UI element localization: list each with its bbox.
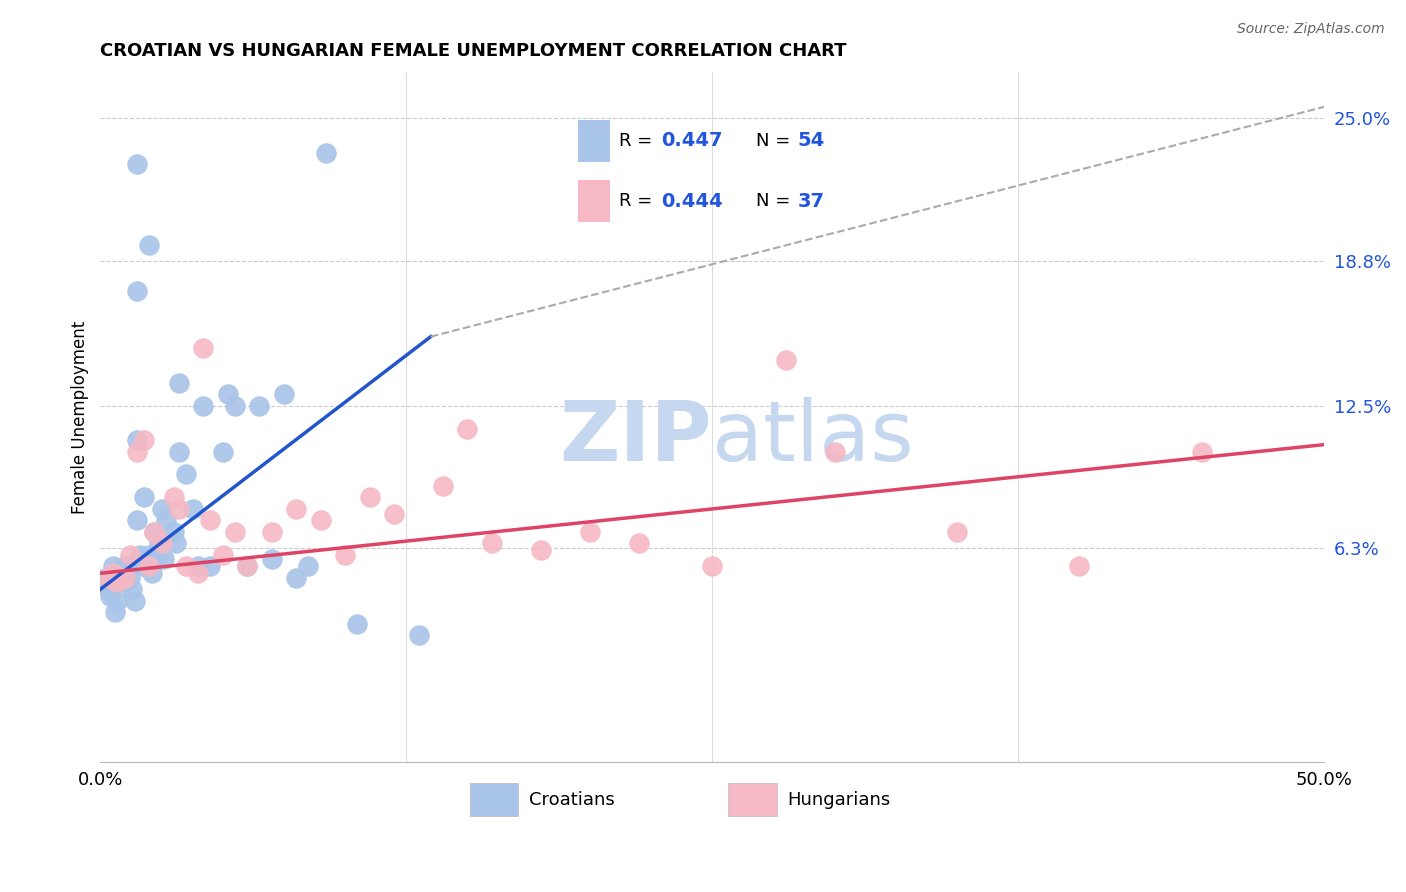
Y-axis label: Female Unemployment: Female Unemployment (72, 320, 89, 514)
Point (315, 145, 337, 160)
Point (309, 513, 332, 527)
Point (155, 513, 177, 527)
Point (224, 399, 246, 413)
Point (167, 502, 190, 516)
Point (297, 559, 319, 574)
Point (134, 433, 156, 447)
Point (481, 536, 503, 550)
Point (224, 524, 246, 539)
Point (101, 575, 124, 590)
Point (104, 605, 127, 619)
Point (141, 566, 163, 581)
Point (167, 376, 190, 390)
Text: CROATIAN VS HUNGARIAN FEMALE UNEMPLOYMENT CORRELATION CHART: CROATIAN VS HUNGARIAN FEMALE UNEMPLOYMEN… (100, 42, 846, 60)
Point (101, 559, 124, 574)
Point (775, 352, 797, 367)
Point (217, 387, 239, 401)
Point (153, 552, 176, 566)
Point (285, 502, 308, 516)
Point (108, 571, 131, 585)
Point (118, 548, 141, 562)
Point (145, 552, 167, 566)
Point (174, 467, 197, 482)
Point (131, 559, 153, 574)
Point (111, 566, 134, 581)
Text: atlas: atlas (713, 397, 914, 478)
Point (97, 571, 120, 585)
Point (150, 502, 173, 516)
Point (946, 524, 969, 539)
Point (125, 444, 148, 458)
Point (163, 491, 186, 505)
Point (125, 513, 148, 527)
Point (333, 548, 356, 562)
Point (125, 284, 148, 298)
Point (249, 399, 271, 413)
Point (117, 559, 139, 574)
Point (121, 582, 143, 597)
Point (1191, 444, 1213, 458)
Point (200, 513, 222, 527)
Point (124, 594, 146, 608)
Point (702, 559, 724, 574)
Point (101, 566, 124, 581)
Point (135, 552, 157, 566)
Point (138, 237, 160, 252)
Point (143, 524, 166, 539)
Point (346, 616, 368, 631)
Point (138, 559, 160, 574)
Point (187, 566, 209, 581)
Point (107, 594, 129, 608)
Point (128, 548, 150, 562)
Point (236, 559, 259, 574)
Point (200, 559, 222, 574)
Point (138, 548, 160, 562)
Point (456, 421, 478, 435)
Point (134, 491, 156, 505)
Point (125, 433, 148, 447)
Text: Source: ZipAtlas.com: Source: ZipAtlas.com (1237, 22, 1385, 37)
Point (125, 157, 148, 171)
Point (118, 571, 141, 585)
Point (174, 559, 197, 574)
Point (382, 507, 405, 521)
Point (114, 559, 136, 574)
Point (183, 502, 205, 516)
Point (260, 524, 283, 539)
Point (187, 559, 209, 574)
Point (191, 399, 214, 413)
Point (236, 559, 259, 574)
Point (824, 444, 846, 458)
Point (260, 552, 283, 566)
Point (150, 536, 173, 550)
Point (114, 571, 136, 585)
Point (191, 341, 214, 355)
Point (530, 543, 553, 558)
Point (165, 536, 187, 550)
Point (167, 444, 190, 458)
Point (408, 628, 430, 642)
Point (94, 571, 117, 585)
Point (143, 524, 166, 539)
Point (273, 387, 295, 401)
Point (627, 536, 650, 550)
Point (1069, 559, 1091, 574)
Point (148, 536, 170, 550)
Point (211, 548, 233, 562)
Point (114, 575, 136, 590)
Point (359, 491, 381, 505)
Point (138, 559, 160, 574)
Point (97, 582, 120, 597)
Point (285, 571, 308, 585)
Point (107, 575, 129, 590)
Point (211, 444, 233, 458)
Text: ZIP: ZIP (560, 397, 713, 478)
Point (579, 524, 602, 539)
Point (98, 589, 121, 603)
Point (432, 479, 454, 493)
Point (163, 524, 186, 539)
